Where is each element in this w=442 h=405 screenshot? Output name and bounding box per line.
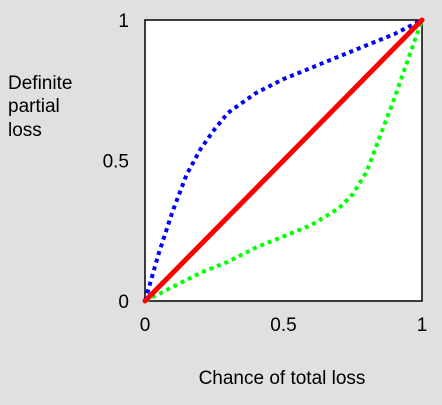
series-line-3 xyxy=(144,19,424,303)
x-axis-title: Chance of total loss xyxy=(199,368,366,389)
x-tick-label: 0 xyxy=(140,315,151,336)
x-axis-tick-labels: 0 0.5 1 xyxy=(140,315,428,336)
series-layer xyxy=(142,17,425,304)
x-tick-label: 0.5 xyxy=(270,315,296,336)
y-axis-title-line-1: Definite xyxy=(8,73,72,94)
series-line-1 xyxy=(143,18,423,302)
series-line-2 xyxy=(142,17,425,304)
y-tick-label: 0 xyxy=(118,292,129,313)
y-tick-label: 0.5 xyxy=(103,152,129,173)
y-axis-title-line-3: loss xyxy=(8,120,42,141)
y-axis-title-line-2: partial xyxy=(8,96,60,117)
y-tick-label: 1 xyxy=(118,11,129,32)
x-tick-label: 1 xyxy=(417,315,428,336)
y-axis-tick-labels: 00.51 xyxy=(103,11,129,313)
